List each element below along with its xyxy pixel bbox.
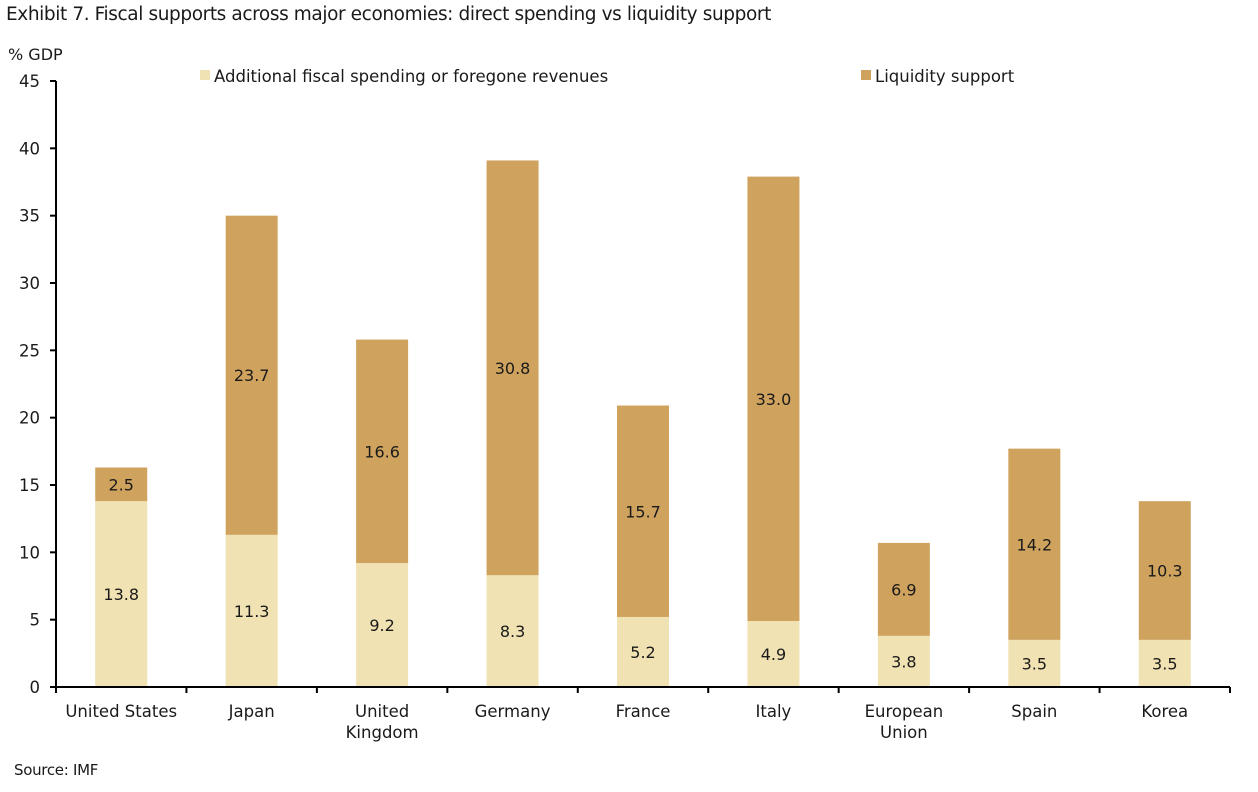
- legend-label: Liquidity support: [875, 67, 1015, 86]
- y-tick-label: 5: [30, 611, 41, 630]
- x-tick-label: Japan: [228, 702, 275, 721]
- x-tick-label: Italy: [756, 702, 792, 721]
- axes: 0 5 10 15 20 25 30 35 40 45 United States Japan Unit…: [19, 72, 1231, 742]
- data-label: 5.2: [630, 643, 655, 662]
- bar-segment-fiscal-spending: [617, 616, 669, 687]
- bar-segment-liquidity-support: [747, 176, 800, 622]
- x-tick-label: Kingdom: [346, 723, 419, 742]
- y-tick-label: 40: [19, 139, 40, 158]
- legend-label: Additional fiscal spending or foregone r…: [214, 67, 608, 86]
- data-label: 16.6: [364, 442, 400, 461]
- y-tick-label: 0: [30, 678, 41, 697]
- x-tick-label: Union: [880, 723, 928, 742]
- data-label: 15.7: [625, 502, 661, 521]
- data-label: 8.3: [500, 622, 525, 641]
- bar-segment-liquidity-support: [617, 405, 669, 617]
- bar-segment-fiscal-spending: [1008, 639, 1061, 687]
- legend-swatch: [200, 70, 210, 80]
- x-tick-label: European: [865, 702, 944, 721]
- data-label: 3.5: [1022, 654, 1047, 673]
- data-label: 23.7: [234, 366, 270, 385]
- bar-segment-liquidity-support: [95, 467, 148, 502]
- bar-segment-fiscal-spending: [356, 563, 409, 687]
- y-tick-label: 10: [19, 543, 40, 562]
- bar-segment-fiscal-spending: [225, 534, 278, 687]
- x-tick-label: Germany: [475, 702, 551, 721]
- x-tick-label: France: [616, 702, 671, 721]
- data-label: 13.8: [103, 585, 139, 604]
- bar-segment-liquidity-support: [225, 215, 278, 535]
- data-label: 33.0: [756, 390, 792, 409]
- legend-swatch: [861, 70, 871, 80]
- bar-segment-fiscal-spending: [747, 621, 800, 687]
- bar-segment-fiscal-spending: [1138, 639, 1191, 687]
- bar-segment-liquidity-support: [486, 160, 539, 576]
- data-label: 30.8: [495, 359, 531, 378]
- x-tick-label: Korea: [1141, 702, 1188, 721]
- x-tick-label: Spain: [1011, 702, 1057, 721]
- data-label: 4.9: [761, 645, 786, 664]
- y-tick-label: 15: [19, 476, 40, 495]
- y-tick-label: 30: [19, 274, 40, 293]
- bars: 13.8 2.5 11.3 23.7 9.2 16.6 8.3 30.8 5.2 15.7 4.9 3…: [95, 160, 1191, 687]
- bar-segment-fiscal-spending: [486, 575, 539, 687]
- data-label: 11.3: [234, 602, 270, 621]
- data-label: 9.2: [369, 616, 394, 635]
- data-label: 6.9: [891, 580, 916, 599]
- data-label: 3.8: [891, 652, 916, 671]
- chart-title: Exhibit 7. Fiscal supports across major …: [6, 4, 771, 25]
- bar-segment-liquidity-support: [356, 339, 409, 564]
- data-label: 2.5: [108, 475, 133, 494]
- x-tick-label: United States: [65, 702, 177, 721]
- source-note: Source: IMF: [14, 761, 99, 779]
- data-label: 14.2: [1017, 535, 1053, 554]
- y-tick-label: 35: [19, 207, 40, 226]
- data-label: 10.3: [1147, 562, 1183, 581]
- y-tick-label: 20: [19, 409, 40, 428]
- x-tick-label: United: [355, 702, 409, 721]
- y-tick-label: 25: [19, 341, 40, 360]
- bar-segment-fiscal-spending: [877, 635, 930, 687]
- bar-segment-liquidity-support: [877, 542, 930, 636]
- y-tick-label: 45: [19, 72, 40, 91]
- bar-segment-fiscal-spending: [95, 501, 148, 687]
- data-label: 3.5: [1152, 654, 1177, 673]
- y-axis-label: % GDP: [8, 45, 63, 64]
- bar-segment-liquidity-support: [1008, 448, 1061, 640]
- bar-segment-liquidity-support: [1138, 501, 1191, 640]
- legend: Additional fiscal spending or foregone r…: [200, 67, 1015, 86]
